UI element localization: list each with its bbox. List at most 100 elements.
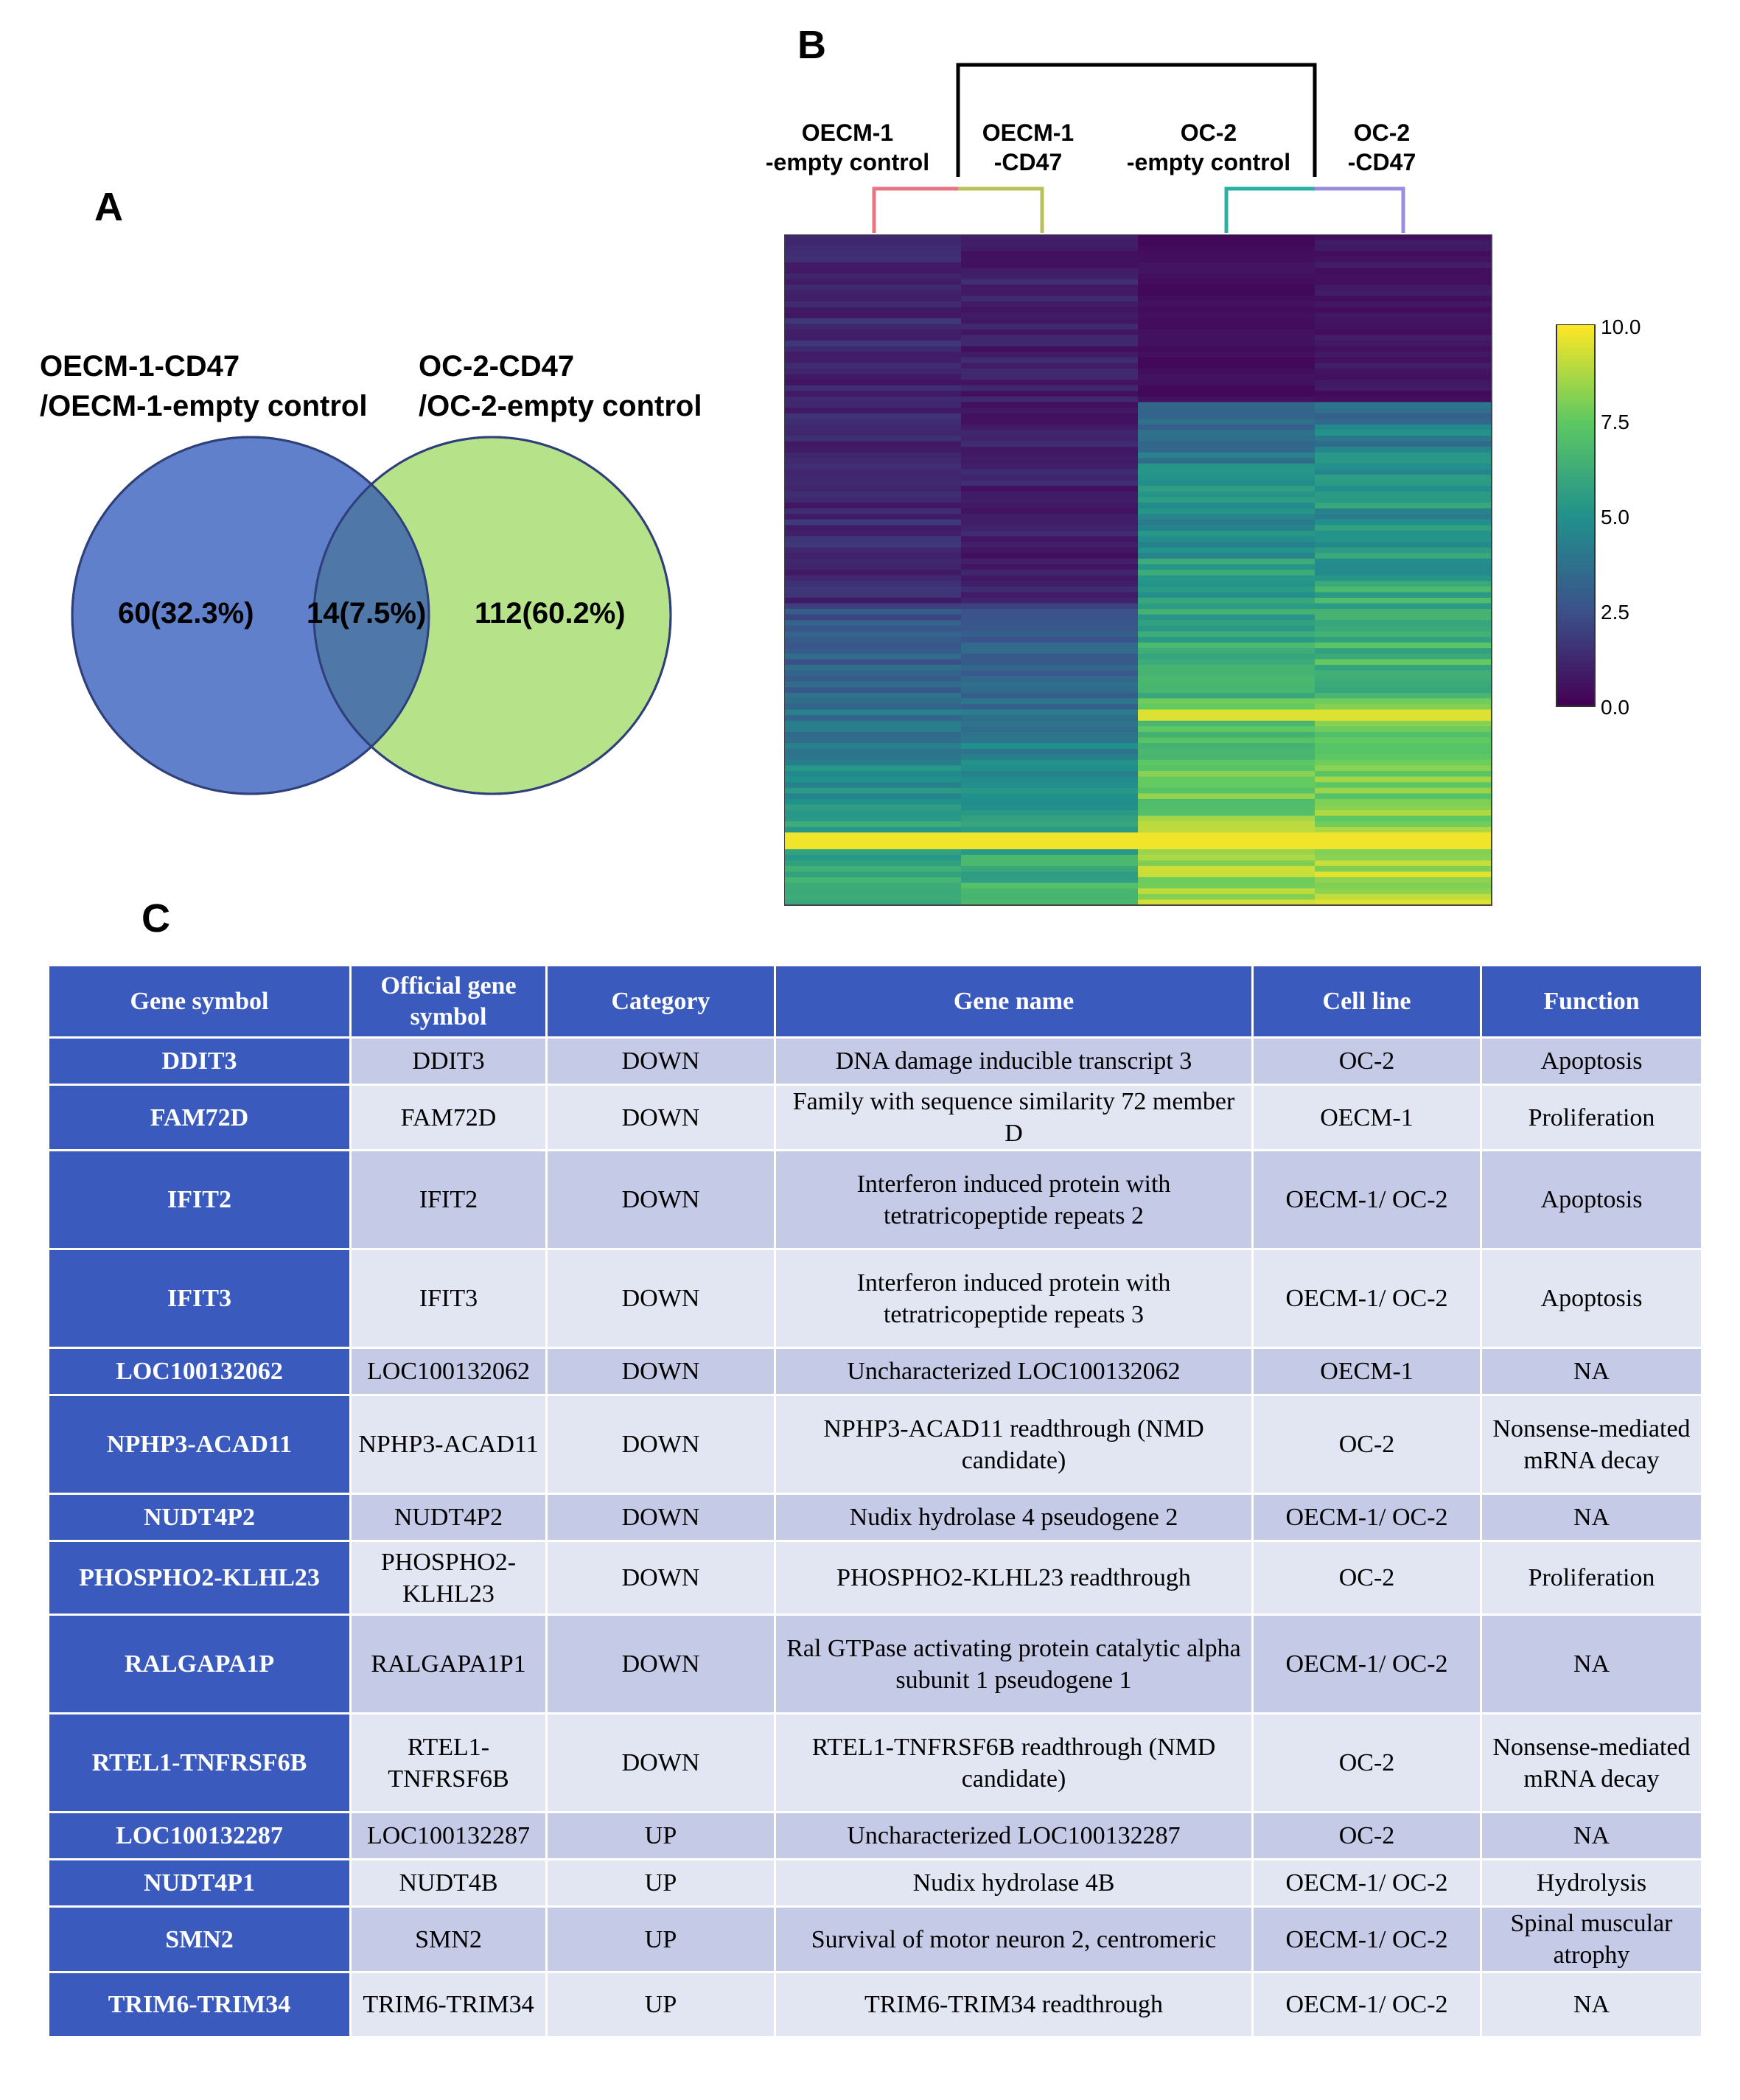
official-symbol-cell: SMN2 xyxy=(349,1905,548,1973)
gene-symbol-cell: NUDT4P2 xyxy=(47,1493,352,1542)
cell-line-cell: OC-2 xyxy=(1251,1540,1482,1616)
function-cell: Apoptosis xyxy=(1480,1149,1703,1250)
cell-line-cell: OECM-1/ OC-2 xyxy=(1251,1858,1482,1908)
category-cell: DOWN xyxy=(545,1084,776,1151)
function-cell: Spinal muscular atrophy xyxy=(1480,1905,1703,1973)
category-cell: DOWN xyxy=(545,1712,776,1813)
colorbar-tick-5: 5.0 xyxy=(1601,506,1629,529)
gene-table: Gene symbol Official gene symbol Categor… xyxy=(47,964,1703,2038)
gene-symbol-cell: SMN2 xyxy=(47,1905,352,1973)
gene-symbol-cell: PHOSPHO2-KLHL23 xyxy=(47,1540,352,1616)
category-cell: DOWN xyxy=(545,1614,776,1714)
gene-name-cell: Uncharacterized LOC100132062 xyxy=(774,1347,1254,1396)
table-row: LOC100132287 LOC100132287 UP Uncharacterize… xyxy=(47,1811,1703,1860)
panel-label-a: A xyxy=(94,185,123,229)
cell-line-cell: OC-2 xyxy=(1251,1394,1482,1495)
function-cell: NA xyxy=(1480,1811,1703,1860)
heatmap-column-label-1: OECM-1 -empty control xyxy=(765,119,930,175)
gene-name-cell: Family with sequence similarity 72 membe… xyxy=(774,1084,1254,1151)
header-function: Function xyxy=(1480,964,1703,1039)
gene-name-cell: Uncharacterized LOC100132287 xyxy=(774,1811,1254,1860)
category-cell: DOWN xyxy=(545,1540,776,1616)
function-cell: NA xyxy=(1480,1493,1703,1542)
official-symbol-cell: NPHP3-ACAD11 xyxy=(349,1394,548,1495)
table-row: DDIT3 DDIT3 DOWN DNA damage inducible trans… xyxy=(47,1036,1703,1086)
category-cell: UP xyxy=(545,1811,776,1860)
cell-line-cell: OECM-1/ OC-2 xyxy=(1251,1493,1482,1542)
gene-symbol-cell: NPHP3-ACAD11 xyxy=(47,1394,352,1495)
header-gene-symbol: Gene symbol xyxy=(47,964,352,1039)
function-cell: NA xyxy=(1480,1347,1703,1396)
venn-left-label: OECM-1-CD47 /OECM-1-empty control xyxy=(40,346,367,426)
table-row: IFIT2 IFIT2 DOWN Interferon induced protein… xyxy=(47,1149,1703,1250)
table-row: TRIM6-TRIM34 TRIM6-TRIM34 UP TRIM6-TRIM34 r… xyxy=(47,1971,1703,2038)
table-row: RTEL1-TNFRSF6B RTEL1-TNFRSF6B DOWN RTEL1-TN… xyxy=(47,1712,1703,1813)
cell-line-cell: OECM-1/ OC-2 xyxy=(1251,1614,1482,1714)
heatmap-column-label-4: OC-2 -CD47 xyxy=(1347,119,1416,175)
gene-symbol-cell: NUDT4P1 xyxy=(47,1858,352,1908)
official-symbol-cell: IFIT2 xyxy=(349,1149,548,1250)
function-cell: Apoptosis xyxy=(1480,1248,1703,1349)
category-cell: DOWN xyxy=(545,1149,776,1250)
table-row: SMN2 SMN2 UP Survival of motor neuron 2, ce… xyxy=(47,1905,1703,1973)
gene-name-cell: Interferon induced protein with tetratri… xyxy=(774,1149,1254,1250)
table-row: FAM72D FAM72D DOWN Family with sequence sim… xyxy=(47,1084,1703,1151)
heatmap-column-label-3: OC-2 -empty control xyxy=(1126,119,1291,175)
cell-line-cell: OECM-1/ OC-2 xyxy=(1251,1248,1482,1349)
gene-table-body: DDIT3 DDIT3 DOWN DNA damage inducible trans… xyxy=(47,1036,1703,2038)
official-symbol-cell: RALGAPA1P1 xyxy=(349,1614,548,1714)
panel-label-b: B xyxy=(797,23,826,67)
venn-right-label-line1: OC-2-CD47 xyxy=(419,350,575,383)
gene-symbol-cell: TRIM6-TRIM34 xyxy=(47,1971,352,2038)
gene-name-cell: Nudix hydrolase 4B xyxy=(774,1858,1254,1908)
venn-circles xyxy=(71,436,672,795)
gene-symbol-cell: IFIT2 xyxy=(47,1149,352,1250)
gene-name-cell: Nudix hydrolase 4 pseudogene 2 xyxy=(774,1493,1254,1542)
function-cell: Proliferation xyxy=(1480,1084,1703,1151)
header-category: Category xyxy=(545,964,776,1039)
function-cell: NA xyxy=(1480,1971,1703,2038)
table-row: LOC100132062 LOC100132062 DOWN Uncharacteri… xyxy=(47,1347,1703,1396)
venn-left-only-count: 60(32.3%) xyxy=(118,597,254,629)
function-cell: Hydrolysis xyxy=(1480,1858,1703,1908)
colorbar-tick-2-5: 2.5 xyxy=(1601,601,1629,624)
official-symbol-cell: TRIM6-TRIM34 xyxy=(349,1971,548,2038)
gene-symbol-cell: LOC100132062 xyxy=(47,1347,352,1396)
table-row: NUDT4P1 NUDT4B UP Nudix hydrolase 4B OECM-1/… xyxy=(47,1858,1703,1908)
gene-symbol-cell: IFIT3 xyxy=(47,1248,352,1349)
gene-name-cell: DNA damage inducible transcript 3 xyxy=(774,1036,1254,1086)
function-cell: Apoptosis xyxy=(1480,1036,1703,1086)
category-cell: UP xyxy=(545,1858,776,1908)
gene-symbol-cell: LOC100132287 xyxy=(47,1811,352,1860)
official-symbol-cell: IFIT3 xyxy=(349,1248,548,1349)
table-row: RALGAPA1P RALGAPA1P1 DOWN Ral GTPase activa… xyxy=(47,1614,1703,1714)
heatmap-colorbar xyxy=(1556,324,1596,707)
gene-symbol-cell: FAM72D xyxy=(47,1084,352,1151)
cell-line-cell: OC-2 xyxy=(1251,1036,1482,1086)
gene-name-cell: TRIM6-TRIM34 readthrough xyxy=(774,1971,1254,2038)
colorbar-tick-0: 0.0 xyxy=(1601,696,1629,719)
colorbar-tick-10: 10.0 xyxy=(1601,315,1641,338)
table-row: NUDT4P2 NUDT4P2 DOWN Nudix hydrolase 4 pseu… xyxy=(47,1493,1703,1542)
cell-line-cell: OECM-1/ OC-2 xyxy=(1251,1905,1482,1973)
venn-right-label: OC-2-CD47 /OC-2-empty control xyxy=(419,346,702,426)
cell-line-cell: OC-2 xyxy=(1251,1712,1482,1813)
venn-overlap-region xyxy=(314,437,429,794)
gene-symbol-cell: RTEL1-TNFRSF6B xyxy=(47,1712,352,1813)
official-symbol-cell: NUDT4P2 xyxy=(349,1493,548,1542)
function-cell: Proliferation xyxy=(1480,1540,1703,1616)
category-cell: DOWN xyxy=(545,1036,776,1086)
function-cell: Nonsense-mediated mRNA decay xyxy=(1480,1394,1703,1495)
header-gene-name: Gene name xyxy=(774,964,1254,1039)
gene-name-cell: Interferon induced protein with tetratri… xyxy=(774,1248,1254,1349)
category-cell: UP xyxy=(545,1905,776,1973)
table-row: PHOSPHO2-KLHL23 PHOSPHO2-KLHL23 DOWN PHOSPH… xyxy=(47,1540,1703,1616)
venn-right-label-line2: /OC-2-empty control xyxy=(419,390,702,422)
colorbar-tick-7-5: 7.5 xyxy=(1601,411,1629,433)
table-row: IFIT3 IFIT3 DOWN Interferon induced protein… xyxy=(47,1248,1703,1349)
official-symbol-cell: LOC100132062 xyxy=(349,1347,548,1396)
official-symbol-cell: FAM72D xyxy=(349,1084,548,1151)
venn-left-label-line2: /OECM-1-empty control xyxy=(40,390,368,422)
heatmap-subclusters xyxy=(872,186,1405,233)
category-cell: DOWN xyxy=(545,1347,776,1396)
